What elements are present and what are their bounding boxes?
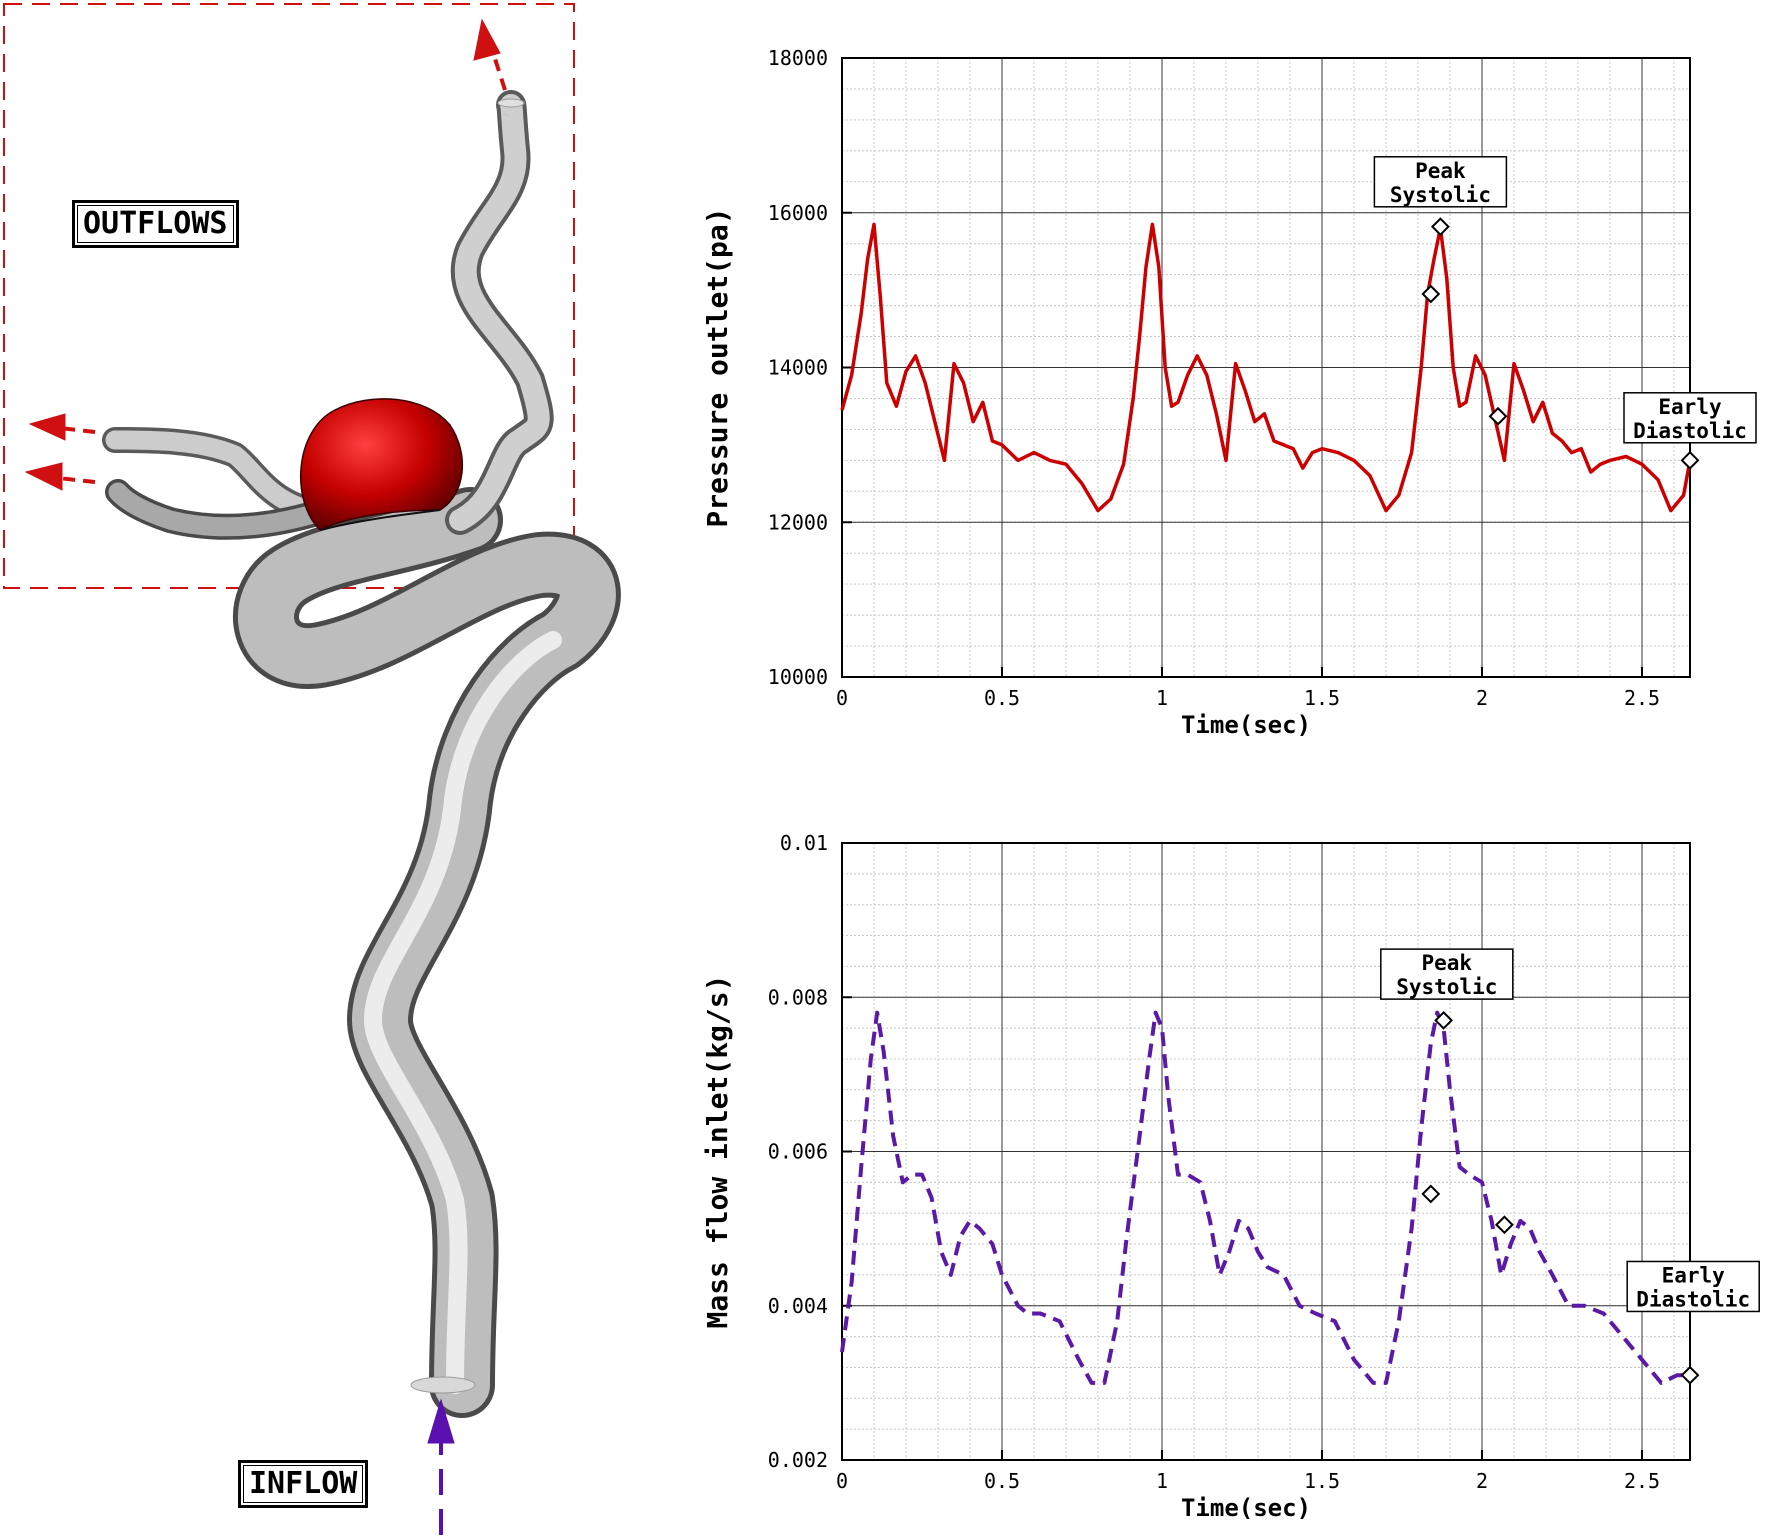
massflow-annotation-text: Diastolic (1636, 1287, 1750, 1311)
pressure-annotation-box (1623, 392, 1757, 444)
massflow-xtick-label: 1.5 (1304, 1469, 1340, 1493)
pressure-annotation-text: Systolic (1390, 183, 1491, 207)
pressure-annotation-text: Early (1658, 395, 1722, 419)
parent-artery (233, 487, 621, 1418)
pressure-marker (1430, 217, 1450, 237)
outflow-arrow-left-2 (57, 476, 96, 484)
massflow-marker (1680, 1365, 1700, 1385)
pressure-xtick-label: 1 (1156, 686, 1168, 710)
outflow-arrowhead-top (473, 18, 501, 61)
pressure-xtick-label: 2.5 (1624, 686, 1660, 710)
pressure-ytick-label: 14000 (768, 356, 828, 380)
massflow-xtick-label: 0.5 (984, 1469, 1020, 1493)
left-branches (102, 427, 333, 540)
massflow-ytick-label: 0.002 (768, 1448, 828, 1472)
massflow-ytick-label: 0.01 (780, 831, 828, 855)
massflow-annotation-text: Systolic (1396, 975, 1497, 999)
outflows-label: OUTFLOWS (72, 200, 239, 248)
pressure-xtick-label: 1.5 (1304, 686, 1340, 710)
massflow-annotation-box (1380, 948, 1514, 1000)
massflow-yaxis-label: Mass flow inlet(kg/s) (701, 974, 734, 1328)
massflow-annotation-text: Peak (1422, 951, 1473, 975)
inflow-arrow (427, 1398, 455, 1535)
vessel-illustration (3, 3, 621, 1535)
massflow-marker (1421, 1184, 1441, 1204)
pressure-ytick-label: 18000 (768, 46, 828, 70)
outflow-arrow-left-1 (59, 426, 96, 434)
massflow-xtick-label: 1 (1156, 1469, 1168, 1493)
massflow-xtick-label: 0 (836, 1469, 848, 1493)
massflow-xtick-label: 2.5 (1624, 1469, 1660, 1493)
outflow-arrowhead-left-1 (28, 413, 66, 441)
pressure-ytick-label: 12000 (768, 510, 828, 534)
massflow-annotation-text: Early (1662, 1263, 1726, 1287)
inflow-label: INFLOW (238, 1460, 369, 1508)
massflow-marker (1494, 1215, 1514, 1235)
pressure-annotation-text: Diastolic (1633, 419, 1747, 443)
massflow-series-line (840, 1010, 1690, 1385)
pressure-yaxis-label: Pressure outlet(pa) (701, 207, 734, 527)
pressure-ytick-label: 16000 (768, 201, 828, 225)
massflow-major-grid (842, 843, 1690, 1460)
massflow-ytick-label: 0.006 (768, 1140, 828, 1164)
pressure-xtick-label: 2 (1476, 686, 1488, 710)
pressure-xaxis-label: Time(sec) (1181, 711, 1311, 739)
pressure-marker (1488, 406, 1508, 426)
pressure-ytick-label: 10000 (768, 665, 828, 689)
massflow-annotation-box (1626, 1260, 1760, 1313)
pressure-series-line (840, 222, 1692, 513)
massflow-xaxis-label: Time(sec) (1181, 1494, 1311, 1522)
pressure-chart: 0 0.5 1 1.5 2 2.5 10000 12000 14000 16000 18000 Tim… (701, 46, 1757, 739)
outflow-arrows (24, 18, 507, 491)
massflow-chart: 0 0.5 1 1.5 2 2.5 0.002 0.004 0.006 0.008 0.01 Time… (701, 831, 1760, 1522)
pressure-marker (1421, 284, 1441, 304)
pressure-marker (1680, 450, 1700, 470)
aneurysm-sac (300, 398, 463, 531)
massflow-ytick-label: 0.004 (768, 1294, 828, 1318)
massflow-xtick-label: 2 (1476, 1469, 1488, 1493)
pressure-xtick-label: 0 (836, 686, 848, 710)
pressure-tick-marks (841, 57, 1643, 678)
upper-branch (445, 90, 554, 535)
inlet-cap (410, 1376, 476, 1394)
outflow-arrowhead-left-2 (24, 462, 63, 491)
pressure-annotation-text: Peak (1415, 159, 1466, 183)
pressure-xtick-label: 0.5 (984, 686, 1020, 710)
massflow-ytick-label: 0.008 (768, 985, 828, 1009)
massflow-marker (1434, 1010, 1454, 1030)
pressure-annotation-box (1373, 156, 1508, 208)
inflow-arrowhead (427, 1398, 455, 1444)
